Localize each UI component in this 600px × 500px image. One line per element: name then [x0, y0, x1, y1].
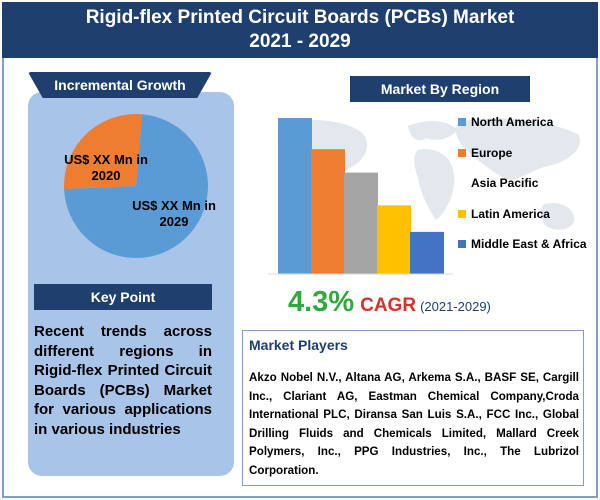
cagr-period: (2021-2029)	[420, 299, 491, 314]
legend-swatch	[458, 240, 466, 248]
bar-asia-pacific	[344, 172, 378, 274]
pie-chart-svg	[64, 114, 209, 258]
cagr-readout: 4.3% CAGR (2021-2029)	[288, 286, 578, 319]
legend-swatch	[458, 209, 466, 218]
pie-label-2029: US$ XX Mn in 2029	[132, 198, 216, 229]
incremental-growth-pie: US$ XX Mn in 2020 US$ XX Mn in 2029	[58, 112, 228, 262]
region-bar-chart	[268, 108, 598, 278]
legend-item: North America	[458, 114, 587, 130]
pie-label-2020: US$ XX Mn in 2020	[64, 152, 148, 183]
bar-latin-america	[377, 205, 411, 274]
legend-label-asia-pacific: Asia Pacific	[471, 176, 539, 190]
market-players-text: Akzo Nobel N.V., Altana AG, Arkema S.A.,…	[249, 371, 579, 477]
title-line-1: Rigid-flex Printed Circuit Boards (PCBs)…	[85, 7, 515, 28]
legend-swatch	[458, 148, 466, 157]
incremental-growth-heading: Incremental Growth	[28, 72, 212, 98]
legend-swatch	[458, 179, 466, 187]
pie-slice-2029	[64, 114, 209, 258]
legend-item: Europe	[458, 145, 587, 161]
pie-slice-2020	[64, 114, 143, 189]
legend-label-europe: Europe	[471, 145, 513, 160]
legend-swatch	[458, 118, 466, 126]
title-banner: Rigid-flex Printed Circuit Boards (PCBs)…	[2, 2, 598, 58]
market-by-region-heading: Market By Region	[350, 76, 530, 102]
title-line-2: 2021 - 2029	[249, 31, 351, 52]
legend-item: Latin America	[458, 206, 587, 222]
cagr-label: CAGR	[360, 295, 417, 316]
legend-item: Asia Pacific	[458, 175, 587, 191]
bar-north-america	[278, 118, 312, 274]
market-players-box: Market Players Akzo Nobel N.V., Altana A…	[242, 330, 584, 486]
legend-label-latin-america: Latin America	[471, 206, 550, 221]
legend-label-middle-east-africa: Middle East & Africa	[471, 237, 587, 251]
key-point-text: Recent trends across different regions i…	[34, 323, 212, 438]
cagr-value: 4.3%	[288, 286, 355, 318]
region-legend: North America Europe Asia Pacific Latin …	[458, 114, 587, 267]
key-point-heading: Key Point	[34, 284, 212, 310]
legend-label-north-america: North America	[471, 115, 554, 129]
legend-item: Middle East & Africa	[458, 236, 587, 252]
bar-chart-svg	[268, 118, 580, 275]
bar-series	[278, 118, 444, 274]
bar-europe	[311, 149, 345, 274]
world-map-backdrop	[277, 118, 580, 268]
market-players-heading: Market Players	[249, 337, 348, 353]
bar-middle-east-africa	[410, 231, 444, 274]
